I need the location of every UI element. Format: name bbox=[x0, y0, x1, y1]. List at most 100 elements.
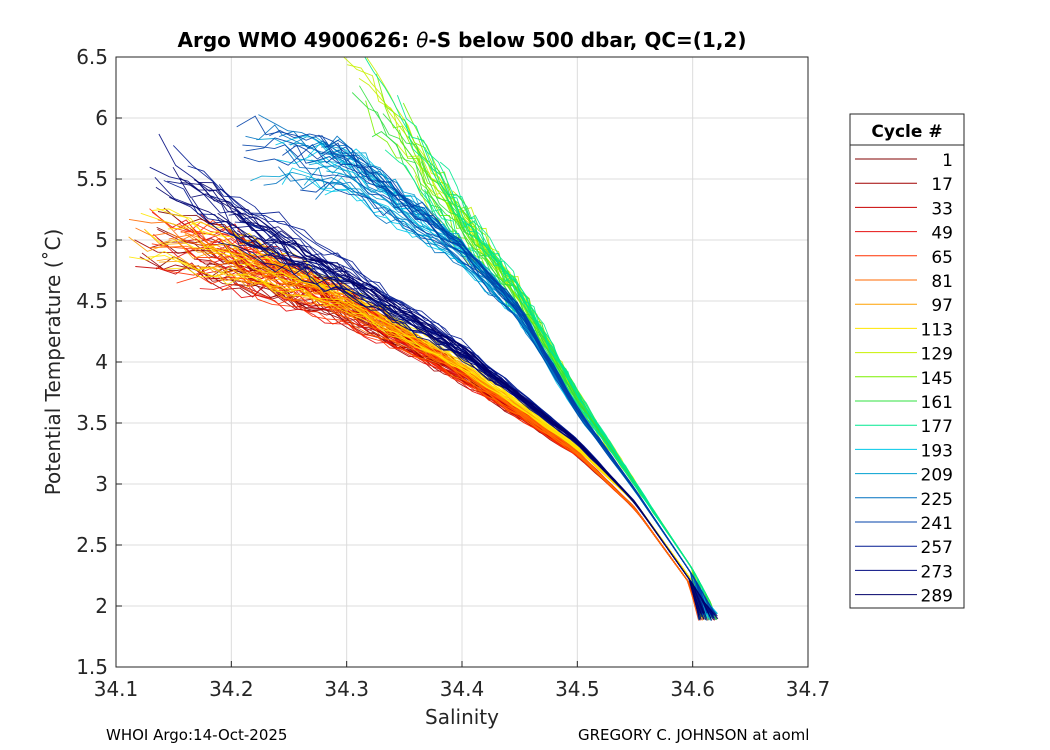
legend-entry-label: 209 bbox=[921, 466, 953, 486]
profile-line bbox=[135, 227, 710, 617]
profile-line bbox=[454, 201, 706, 619]
legend-entry-label: 81 bbox=[931, 272, 953, 292]
x-tick-label: 34.1 bbox=[94, 677, 139, 701]
y-tick-label: 5 bbox=[95, 228, 108, 252]
footer-right: GREGORY C. JOHNSON at aoml bbox=[578, 726, 810, 744]
y-tick-label: 3 bbox=[95, 472, 108, 496]
profile-line bbox=[218, 242, 700, 616]
legend-entry-label: 17 bbox=[931, 175, 953, 195]
profile-line bbox=[351, 92, 702, 617]
profile-line bbox=[444, 232, 700, 615]
legend-entry-label: 33 bbox=[931, 199, 953, 219]
profile-line bbox=[187, 165, 714, 620]
profile-line bbox=[151, 241, 707, 614]
profile-line bbox=[128, 218, 700, 620]
profile-line bbox=[224, 257, 703, 621]
chart-title: Argo WMO 4900626: θ-S below 500 dbar, QC… bbox=[178, 28, 747, 52]
profile-line bbox=[365, 100, 700, 620]
profile-line bbox=[210, 246, 715, 616]
profile-line bbox=[317, 138, 700, 613]
legend-entry-label: 129 bbox=[921, 345, 953, 365]
x-tick-label: 34.5 bbox=[555, 677, 600, 701]
profile-line bbox=[199, 284, 712, 616]
profile-line bbox=[371, 131, 707, 615]
x-tick-label: 34.3 bbox=[324, 677, 369, 701]
grid-lines bbox=[115, 56, 809, 668]
profile-line bbox=[190, 264, 712, 618]
profile-line bbox=[141, 252, 712, 615]
y-axis-ticks: 1.5 2 2.5 3 3.5 4 4.5 5 5.5 6 6.5 bbox=[76, 45, 122, 679]
legend-entry-label: 145 bbox=[921, 369, 953, 389]
profile-line bbox=[156, 256, 706, 614]
legend-entry-label: 65 bbox=[931, 248, 953, 268]
profile-line bbox=[151, 243, 710, 614]
profile-line bbox=[185, 247, 718, 617]
profile-line bbox=[151, 211, 709, 621]
profile-line bbox=[156, 237, 715, 621]
y-tick-label: 6.5 bbox=[76, 45, 108, 69]
profile-line bbox=[129, 250, 701, 613]
profile-line bbox=[134, 239, 710, 618]
profile-line bbox=[148, 245, 712, 619]
profile-line bbox=[321, 142, 717, 616]
y-tick-label: 1.5 bbox=[76, 655, 108, 679]
legend-entry-label: 49 bbox=[931, 224, 953, 244]
y-tick-label: 4.5 bbox=[76, 289, 108, 313]
legend-entry-label: 289 bbox=[921, 587, 953, 607]
profile-line bbox=[210, 276, 717, 620]
profile-line bbox=[221, 282, 710, 621]
legend-entry-label: 273 bbox=[921, 562, 953, 582]
legend-entry-label: 97 bbox=[931, 296, 953, 316]
profile-line bbox=[231, 246, 700, 621]
x-tick-label: 34.4 bbox=[440, 677, 485, 701]
profile-line bbox=[193, 258, 710, 615]
legend-entry-label: 177 bbox=[921, 417, 953, 437]
profile-line bbox=[163, 180, 713, 615]
profile-line bbox=[200, 237, 705, 614]
profile-line bbox=[235, 262, 701, 617]
profile-line bbox=[196, 265, 699, 614]
profile-line bbox=[180, 230, 704, 621]
profile-line bbox=[145, 230, 708, 614]
profile-curves bbox=[128, 56, 719, 621]
legend: Cycle # 1 17 33 49 65 81 97 113 129 145 161 177 193 2… bbox=[849, 113, 965, 609]
profile-line bbox=[183, 238, 710, 616]
x-tick-label: 34.2 bbox=[209, 677, 254, 701]
legend-entry-label: 113 bbox=[921, 320, 953, 340]
legend-entry-label: 161 bbox=[921, 393, 953, 413]
profile-line bbox=[303, 166, 711, 614]
y-tick-label: 2 bbox=[95, 594, 108, 618]
profile-line bbox=[163, 207, 712, 615]
profile-line bbox=[155, 186, 705, 614]
legend-entry-label: 225 bbox=[921, 490, 953, 510]
legend-entry-label: 257 bbox=[921, 538, 953, 558]
profile-line bbox=[307, 141, 718, 615]
profile-line bbox=[205, 269, 708, 614]
profile-line bbox=[216, 247, 717, 614]
profile-line bbox=[156, 264, 702, 621]
y-tick-label: 6 bbox=[95, 106, 108, 130]
y-axis-label: Potential Temperature (˚C) bbox=[41, 229, 65, 496]
profile-line bbox=[228, 268, 707, 617]
profile-line bbox=[180, 230, 707, 620]
y-tick-label: 2.5 bbox=[76, 533, 108, 557]
profile-line bbox=[193, 179, 704, 614]
x-tick-label: 34.7 bbox=[786, 677, 831, 701]
legend-entry-label: 1 bbox=[942, 151, 953, 171]
profile-line bbox=[227, 276, 711, 615]
x-axis-label: Salinity bbox=[425, 705, 499, 729]
profile-line bbox=[242, 275, 701, 619]
profile-line bbox=[157, 219, 715, 621]
profile-line bbox=[238, 269, 701, 614]
profile-line bbox=[158, 260, 703, 619]
legend-title: Cycle # bbox=[871, 122, 942, 142]
y-tick-label: 4 bbox=[95, 350, 108, 374]
profile-line bbox=[140, 212, 709, 619]
profile-line bbox=[180, 262, 707, 617]
x-axis-ticks: 34.1 34.2 34.3 34.4 34.5 34.6 34.7 bbox=[94, 661, 831, 701]
y-tick-label: 3.5 bbox=[76, 411, 108, 435]
profile-line bbox=[282, 144, 701, 619]
profile-line bbox=[165, 267, 701, 617]
profile-line bbox=[155, 256, 701, 615]
